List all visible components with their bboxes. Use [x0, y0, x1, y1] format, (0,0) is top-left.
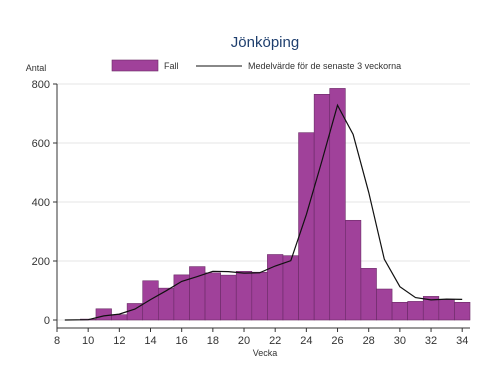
y-tick-label: 800: [32, 79, 50, 91]
axes: [56, 84, 470, 329]
bar-week-28: [360, 268, 377, 321]
chart-title: Jönköping: [231, 34, 299, 51]
x-tick-label: 30: [394, 335, 406, 347]
average-line: [64, 103, 463, 321]
x-tick-label: 10: [82, 335, 94, 347]
y-tick-label: 0: [44, 315, 50, 327]
bar-week-23: [282, 255, 299, 321]
bar-week-15: [158, 287, 175, 321]
y-tick-label: 600: [32, 138, 50, 150]
x-tick-label: 14: [144, 335, 156, 347]
x-axis-label: Vecka: [253, 348, 278, 358]
bar-week-14: [142, 280, 159, 321]
bar-week-27: [345, 219, 362, 321]
bar-week-26: [329, 88, 346, 321]
x-tick-label: 16: [176, 335, 188, 347]
legend-label-average: Medelvärde för de senaste 3 veckorna: [248, 61, 401, 71]
bar-week-25: [313, 94, 331, 321]
bar-week-30: [391, 301, 408, 321]
x-tick-label: 22: [269, 335, 281, 347]
bar-week-21: [251, 271, 268, 321]
bar-week-19: [220, 274, 237, 321]
legend: Fall Medelvärde för de senaste 3 veckorn…: [111, 59, 401, 72]
legend-swatch-fall: [111, 59, 159, 72]
x-tick-label: 18: [207, 335, 219, 347]
bar-week-18: [204, 272, 221, 321]
bar-week-33: [438, 299, 455, 321]
x-tick-label: 20: [238, 335, 250, 347]
x-ticks: 8 10 12 14 16 18 20 22 24 26 28 30 32 34: [54, 328, 468, 347]
bars: [80, 88, 471, 321]
x-tick-label: 12: [113, 335, 125, 347]
bar-week-31: [407, 301, 424, 321]
legend-label-fall: Fall: [164, 61, 179, 71]
x-tick-label: 34: [456, 335, 468, 347]
x-tick-label: 26: [331, 335, 343, 347]
y-axis-label: Antal: [26, 63, 47, 73]
average-line-path: [64, 103, 463, 321]
bar-week-11: [95, 308, 112, 321]
bar-week-29: [376, 288, 393, 321]
bar-week-20: [235, 271, 253, 321]
y-tick-label: 200: [32, 256, 50, 268]
y-ticks: 0 200 400 600 800: [32, 79, 57, 327]
x-tick-label: 8: [54, 335, 60, 347]
bar-week-12: [111, 314, 128, 321]
x-tick-label: 32: [425, 335, 437, 347]
y-tick-label: 400: [32, 197, 50, 209]
x-tick-label: 28: [363, 335, 375, 347]
x-tick-label: 24: [300, 335, 312, 347]
bar-week-34: [454, 301, 471, 321]
bar-week-24: [298, 132, 315, 321]
